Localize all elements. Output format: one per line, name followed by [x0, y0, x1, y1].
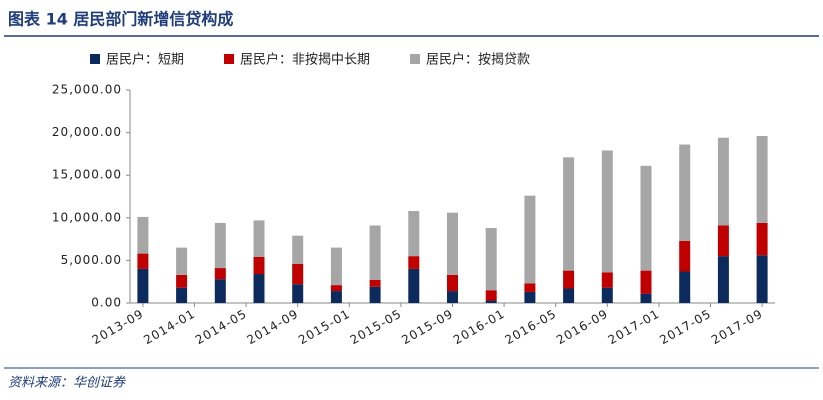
bar-segment — [408, 256, 420, 269]
x-tick-label: 2014-05 — [193, 307, 249, 348]
bar-segment — [330, 247, 342, 286]
x-tick-label: 2017-01 — [606, 307, 662, 348]
bar-segment — [214, 222, 226, 269]
bar-segment — [447, 274, 458, 292]
source: 资料来源：华创证券 — [8, 376, 126, 391]
bar-segment — [485, 290, 497, 301]
bar-segment — [679, 144, 691, 241]
bar-segment — [330, 291, 342, 303]
bar-segment — [408, 210, 420, 257]
bar-segment — [214, 268, 226, 280]
bar-segment — [292, 263, 304, 285]
y-tick-label: 0.00 — [91, 296, 122, 310]
bar-segment — [292, 235, 304, 264]
bar-segment — [369, 286, 381, 303]
x-tick-label: 2015-05 — [348, 307, 404, 348]
x-tick-label: 2016-05 — [502, 307, 558, 348]
bar-segment — [137, 216, 149, 254]
y-tick-label: 15,000.00 — [52, 168, 122, 182]
bar-segment — [717, 137, 729, 226]
bar-segment — [292, 284, 304, 303]
bar-segment — [253, 274, 265, 303]
x-tick-label: 2013-09 — [90, 307, 146, 348]
x-tick-label: 2015-09 — [399, 307, 455, 348]
bar-segment — [137, 253, 149, 269]
bar-segment — [253, 256, 265, 275]
bar-segment — [756, 136, 768, 223]
x-tick-label: 2016-09 — [554, 307, 610, 348]
y-tick-label: 20,000.00 — [52, 125, 122, 139]
bar-segment — [369, 279, 381, 287]
bar-segment — [717, 256, 729, 303]
bar-segment — [330, 285, 342, 292]
y-tick-label: 5,000.00 — [61, 253, 122, 267]
y-tick-label: 10,000.00 — [52, 210, 122, 224]
bar-segment — [485, 228, 497, 291]
bar-segment — [176, 287, 188, 303]
bar-segment — [717, 225, 729, 257]
bar-segment — [408, 268, 420, 303]
bar-segment — [176, 274, 188, 288]
bar-segment — [485, 300, 497, 303]
bar-segment — [679, 240, 691, 272]
legend-label: 居民户：短期 — [106, 52, 184, 68]
bar-segment — [447, 291, 458, 303]
chart-title: 图表 14 居民部门新增信贷构成 — [8, 10, 233, 29]
bar-segment — [563, 157, 575, 271]
bar-segment — [679, 271, 691, 303]
bar-segment — [640, 293, 652, 303]
bar-segment — [601, 150, 613, 273]
bar-segment — [756, 255, 768, 303]
bar-segment — [563, 270, 575, 289]
x-tick-label: 2016-01 — [451, 307, 507, 348]
bar-segment — [253, 220, 265, 257]
bar-segment — [369, 225, 381, 280]
legend-swatch — [224, 54, 235, 64]
bar-segment — [524, 195, 536, 284]
bar-segment — [447, 212, 458, 275]
x-tick-label: 2017-09 — [709, 307, 765, 348]
bar-segment — [640, 165, 652, 271]
bar-segment — [214, 279, 226, 303]
bar-segment — [563, 288, 575, 303]
x-tick-label: 2014-01 — [141, 307, 197, 348]
bar-segment — [137, 268, 149, 303]
bar-segment — [756, 222, 768, 256]
x-tick-label: 2017-05 — [657, 307, 713, 348]
y-tick-label: 25,000.00 — [52, 83, 122, 97]
x-tick-label: 2014-09 — [244, 307, 300, 348]
legend-swatch — [410, 54, 421, 64]
bar-segment — [176, 247, 188, 275]
legend-label: 居民户：非按揭中长期 — [240, 52, 370, 68]
legend-swatch — [90, 54, 100, 64]
x-tick-label: 2015-01 — [296, 307, 352, 348]
bar-segment — [601, 272, 613, 288]
bar-segment — [640, 270, 652, 294]
bar-segment — [524, 291, 536, 303]
legend-label: 居民户：按揭贷款 — [426, 52, 530, 68]
bar-segment — [601, 287, 613, 303]
bar-segment — [524, 283, 536, 292]
